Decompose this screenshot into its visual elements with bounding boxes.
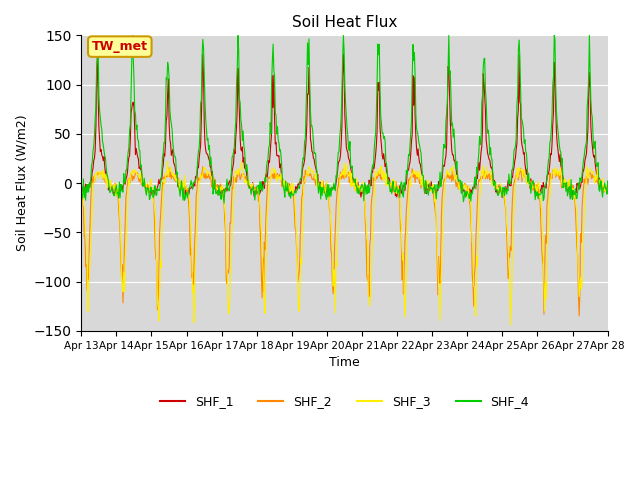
SHF_4	[129, 33, 136, 38]
SHF_3	[506, 323, 514, 328]
SHF_1	[195, 165, 202, 171]
SHF_1	[223, 185, 230, 191]
SHF_4	[87, 176, 95, 181]
SHF_2	[575, 313, 583, 319]
SHF_4	[195, 145, 203, 151]
SHF_3	[195, 178, 203, 184]
Line: SHF_3: SHF_3	[81, 161, 608, 325]
SHF_3	[77, 194, 85, 200]
SHF_1	[566, 195, 574, 201]
SHF_2	[424, 186, 432, 192]
SHF_1	[424, 181, 432, 187]
SHF_2	[195, 178, 202, 184]
SHF_1	[604, 188, 612, 194]
SHF_2	[87, 196, 95, 202]
SHF_3	[604, 186, 612, 192]
SHF_1	[340, 51, 348, 57]
SHF_4	[224, 185, 232, 191]
SHF_3	[87, 241, 95, 247]
SHF_3	[164, 158, 172, 164]
SHF_2	[199, 164, 207, 169]
SHF_2	[77, 184, 85, 190]
Legend: SHF_1, SHF_2, SHF_3, SHF_4: SHF_1, SHF_2, SHF_3, SHF_4	[155, 390, 534, 413]
SHF_1	[77, 187, 85, 192]
SHF_4	[142, 189, 150, 194]
Text: TW_met: TW_met	[92, 40, 148, 53]
SHF_4	[410, 58, 417, 63]
SHF_2	[223, 281, 231, 287]
SHF_3	[409, 169, 417, 175]
SHF_1	[87, 181, 95, 187]
SHF_2	[141, 184, 149, 190]
Title: Soil Heat Flux: Soil Heat Flux	[292, 15, 397, 30]
SHF_2	[604, 185, 612, 191]
Line: SHF_1: SHF_1	[81, 54, 608, 198]
SHF_4	[220, 200, 228, 206]
SHF_1	[141, 182, 149, 188]
Line: SHF_4: SHF_4	[81, 36, 608, 203]
SHF_4	[425, 187, 433, 192]
SHF_3	[141, 180, 149, 186]
SHF_2	[409, 174, 417, 180]
SHF_4	[77, 189, 85, 194]
SHF_4	[604, 178, 612, 184]
X-axis label: Time: Time	[329, 356, 360, 369]
Line: SHF_2: SHF_2	[81, 167, 608, 316]
SHF_3	[223, 259, 231, 265]
Y-axis label: Soil Heat Flux (W/m2): Soil Heat Flux (W/m2)	[15, 115, 28, 252]
SHF_1	[409, 73, 417, 79]
SHF_3	[424, 177, 432, 183]
